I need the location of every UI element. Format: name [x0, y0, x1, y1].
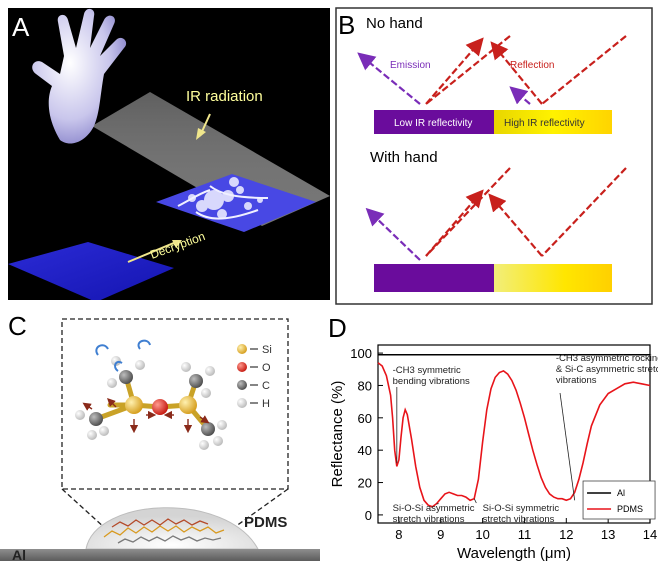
legend-label-al: Al [617, 488, 625, 498]
panel-b: B No hand Low IR reflectivity High IR re… [335, 7, 653, 305]
x-tick-label: 14 [643, 527, 657, 542]
low-ir-strip-bottom [374, 264, 494, 292]
plot-frame [377, 344, 651, 524]
high-ir-strip-top [494, 110, 612, 134]
annotation-ch3-rocking-leader [559, 392, 576, 501]
decrypted-pattern-film [156, 174, 316, 232]
legend-si: Si [262, 344, 272, 356]
x-tick-label: 12 [559, 527, 573, 542]
annotation-ch3-rocking: -CH3 asymmetric rocking & Si-C asymmetric… [556, 353, 658, 386]
reflectance-chart: 8 9 10 11 12 13 14 0 20 40 60 80 100 Wavelength (μm) R… [329, 344, 658, 561]
no-hand-label: No hand [366, 15, 423, 32]
legend-o: O [262, 362, 271, 374]
series-line-pdms [377, 362, 651, 508]
with-hand-label: With hand [370, 149, 438, 166]
top-rays [357, 35, 627, 105]
panel-d: D 8 9 10 11 12 13 14 0 20 40 60 80 100 Wavelength (μm… [322, 311, 658, 561]
pdms-label: PDMS [244, 514, 287, 531]
x-tick-label: 8 [395, 527, 402, 542]
panel-letter-d: D [328, 313, 347, 343]
annotation-sioasi-asym: Si-O-Si asymmetric stretch vibrations [393, 503, 475, 525]
reflection-label: Reflection [510, 60, 554, 71]
atom-legend: Si O C H [237, 344, 272, 410]
annotation-sioasi-sym: Si-O-Si symmetric stretch vibrations [483, 503, 560, 525]
low-ir-strip-top [374, 110, 494, 134]
annotation-ch3-bending: -CH3 symmetric bending vibrations [393, 365, 470, 387]
x-tick-label: 13 [601, 527, 615, 542]
x-tick-label: 10 [475, 527, 489, 542]
pdms-molecule [75, 339, 227, 450]
al-label: Al [12, 547, 26, 561]
panel-letter-a: A [12, 12, 30, 42]
high-ir-label: High IR reflectivity [504, 118, 585, 129]
x-axis-label: Wavelength (μm) [457, 545, 571, 561]
panel-letter-c: C [8, 311, 27, 341]
chart-legend-box [582, 480, 656, 520]
y-axis-label: Reflectance (%) [329, 381, 346, 488]
polymer-chains [103, 518, 225, 544]
ir-radiation-label: IR radiation [186, 88, 263, 105]
panel-letter-b: B [338, 10, 355, 40]
legend-label-pdms: PDMS [617, 504, 643, 514]
blank-film [8, 242, 174, 300]
legend-c: C [262, 380, 270, 392]
low-ir-label: Low IR reflectivity [394, 118, 472, 129]
bottom-rays [365, 167, 627, 261]
emission-label: Emission [390, 60, 431, 71]
annotation-sioasi-sym-leader [473, 498, 477, 504]
x-tick-label: 9 [437, 527, 444, 542]
x-tick-label: 11 [518, 527, 532, 542]
decryption-arrow [127, 241, 177, 263]
legend-h: H [262, 398, 270, 410]
y-tick-label: 100 [350, 346, 372, 361]
y-tick-label: 80 [358, 378, 372, 393]
panel-c: C [0, 311, 320, 561]
high-ir-strip-bottom [494, 264, 612, 292]
y-tick-label: 60 [358, 411, 372, 426]
y-tick-label: 20 [358, 476, 372, 491]
y-tick-label: 0 [365, 508, 372, 523]
al-substrate [0, 549, 320, 561]
panel-a: IR radiation Decryption A [8, 8, 330, 300]
hand-illustration [32, 8, 127, 144]
y-tick-label: 40 [358, 443, 372, 458]
